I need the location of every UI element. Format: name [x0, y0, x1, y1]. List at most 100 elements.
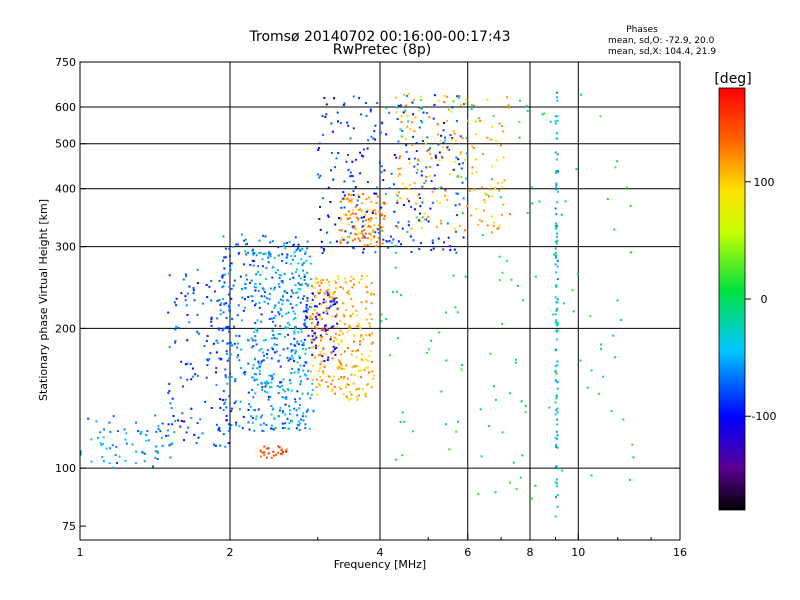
data-point — [249, 263, 252, 266]
data-point — [541, 113, 544, 116]
data-point — [332, 178, 335, 181]
data-point — [295, 409, 298, 412]
data-point — [555, 380, 558, 383]
data-point — [462, 236, 465, 239]
data-point — [320, 328, 323, 331]
data-point — [161, 444, 164, 447]
data-point — [315, 281, 318, 284]
data-point — [346, 217, 349, 220]
data-point — [274, 324, 277, 327]
data-point — [190, 378, 193, 381]
data-point — [337, 343, 340, 346]
data-point — [396, 201, 399, 204]
data-point — [477, 492, 480, 495]
data-point — [230, 424, 233, 427]
data-point — [503, 179, 506, 182]
data-point — [97, 437, 99, 439]
data-point — [399, 197, 402, 200]
data-point — [515, 488, 518, 491]
data-point — [531, 186, 533, 189]
data-point — [228, 309, 231, 312]
data-point — [471, 172, 474, 175]
data-point — [507, 106, 510, 109]
data-point — [273, 306, 276, 309]
data-point — [346, 153, 349, 156]
data-point — [265, 384, 268, 387]
data-point — [552, 313, 555, 316]
data-point — [586, 386, 589, 389]
data-point — [328, 292, 331, 295]
data-point — [318, 284, 321, 287]
data-point — [555, 395, 558, 398]
data-point — [299, 375, 302, 378]
data-point — [555, 256, 557, 259]
data-point — [245, 274, 248, 277]
data-point — [620, 319, 623, 321]
data-point — [365, 114, 368, 117]
data-point — [600, 343, 603, 346]
data-point — [368, 333, 371, 336]
data-point — [258, 251, 261, 254]
data-point — [357, 217, 360, 220]
data-point — [460, 167, 463, 170]
data-point — [297, 287, 300, 290]
data-point — [370, 217, 373, 220]
data-point — [508, 392, 511, 395]
data-point — [332, 350, 335, 353]
data-point — [395, 251, 398, 254]
data-point — [489, 188, 492, 191]
data-point — [115, 445, 118, 448]
data-point — [323, 360, 326, 362]
data-point — [372, 210, 374, 213]
data-point — [225, 326, 228, 329]
data-point — [286, 291, 289, 294]
data-point — [555, 182, 558, 185]
data-point — [348, 293, 351, 296]
data-point — [274, 314, 277, 317]
data-point — [252, 364, 255, 367]
data-point — [362, 220, 364, 223]
data-point — [407, 220, 410, 223]
data-point — [108, 462, 111, 465]
data-point — [397, 140, 400, 143]
x-tick-label: 1 — [77, 546, 84, 559]
data-point — [415, 216, 418, 219]
data-point — [294, 352, 297, 355]
data-point — [342, 238, 345, 241]
data-point — [410, 206, 413, 208]
data-point — [340, 339, 343, 342]
data-point — [354, 233, 357, 236]
data-point — [350, 393, 353, 396]
data-point — [556, 158, 558, 161]
data-point — [299, 404, 301, 407]
data-point — [555, 183, 558, 186]
data-point — [369, 233, 372, 236]
data-point — [297, 371, 300, 374]
data-point — [244, 298, 246, 301]
data-point — [312, 346, 315, 349]
data-point — [218, 327, 221, 330]
data-point — [554, 240, 557, 243]
data-point — [346, 236, 349, 238]
data-point — [293, 251, 296, 254]
data-point — [480, 186, 483, 189]
data-point — [554, 225, 557, 227]
data-point — [444, 136, 446, 139]
data-point — [273, 286, 276, 289]
data-point — [346, 121, 349, 124]
data-point — [415, 202, 417, 205]
data-point — [222, 409, 225, 412]
data-point — [553, 253, 555, 256]
data-point — [519, 99, 521, 102]
data-point — [267, 452, 270, 455]
data-point — [268, 374, 271, 377]
data-point — [281, 253, 284, 256]
data-point — [298, 355, 301, 358]
data-point — [338, 365, 341, 368]
data-point — [294, 401, 297, 403]
data-point — [287, 389, 290, 392]
data-point — [378, 210, 381, 213]
data-point — [616, 299, 619, 302]
data-point — [495, 159, 498, 162]
data-point — [330, 351, 333, 354]
